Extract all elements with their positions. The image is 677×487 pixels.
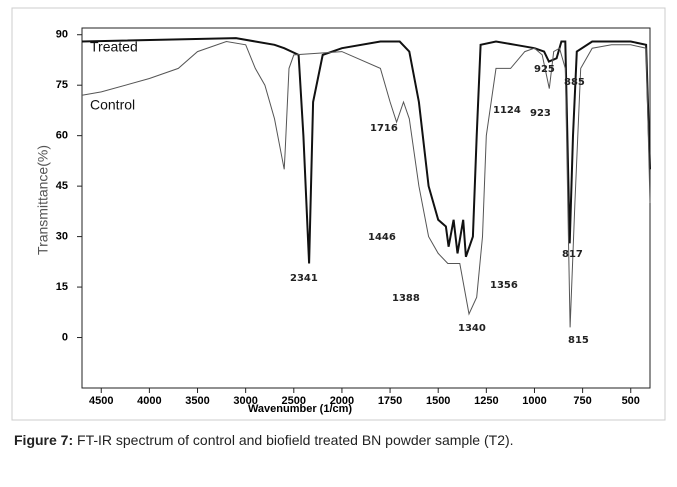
x-tick-label: 2500 [282, 395, 306, 407]
chart: Wavenumber (1/cm) Transmittance(%) 0 15 30… [11, 7, 666, 421]
series-label: Treated [90, 39, 138, 55]
plot-frame [81, 27, 651, 389]
caption-label: Figure 7: [14, 432, 74, 448]
x-tick-label: 3000 [233, 395, 257, 407]
x-tick-label: 500 [622, 395, 640, 407]
y-tick-label: 60 [56, 130, 68, 142]
y-axis-label: Transmittance(%) [35, 145, 51, 255]
x-axis-label: Wavenumber (1/cm) [248, 403, 352, 415]
x-tick-label: 4000 [137, 395, 161, 407]
peak-annotation: 925 [534, 64, 555, 75]
x-tick-label: 1250 [474, 395, 498, 407]
peak-annotation: 1124 [493, 105, 521, 116]
x-tick-label: 750 [573, 395, 591, 407]
series-line [81, 37, 651, 264]
y-tick-label: 75 [56, 79, 68, 91]
x-tick-label: 1000 [522, 395, 546, 407]
peak-annotation: 815 [568, 335, 589, 346]
peak-annotation: 2341 [290, 273, 318, 284]
peak-annotation: 1716 [370, 123, 398, 134]
x-tick-label: 4500 [89, 395, 113, 407]
figure-frame [11, 7, 666, 421]
caption: Figure 7: FT-IR spectrum of control and … [14, 430, 664, 450]
peak-annotation: 1388 [392, 293, 420, 304]
x-tick-label: 3500 [185, 395, 209, 407]
x-tick-label: 1750 [378, 395, 402, 407]
peak-annotation: 1356 [490, 280, 518, 291]
y-tick-label: 45 [56, 180, 68, 192]
series-line [81, 40, 651, 328]
peak-annotation: 1446 [368, 232, 396, 243]
y-tick-label: 0 [62, 331, 68, 343]
y-tick-label: 15 [56, 281, 68, 293]
series-label: Control [90, 97, 135, 113]
peak-annotation: 1340 [458, 323, 486, 334]
peak-annotation: 817 [562, 249, 583, 260]
peak-annotation: 923 [530, 108, 551, 119]
x-tick-label: 2000 [330, 395, 354, 407]
x-tick-label: 1500 [426, 395, 450, 407]
y-tick-label: 90 [56, 29, 68, 41]
caption-text: FT-IR spectrum of control and biofield t… [77, 432, 514, 448]
y-tick-label: 30 [56, 231, 68, 243]
peak-annotation: 885 [564, 77, 585, 88]
